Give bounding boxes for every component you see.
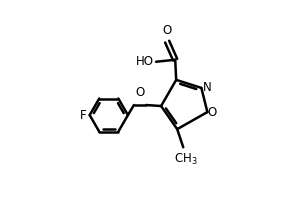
Text: O: O [208, 105, 217, 119]
Text: O: O [162, 24, 172, 37]
Text: O: O [135, 86, 145, 99]
Text: HO: HO [136, 55, 154, 68]
Text: F: F [80, 109, 87, 122]
Text: CH$_3$: CH$_3$ [174, 152, 198, 167]
Text: N: N [202, 81, 211, 94]
